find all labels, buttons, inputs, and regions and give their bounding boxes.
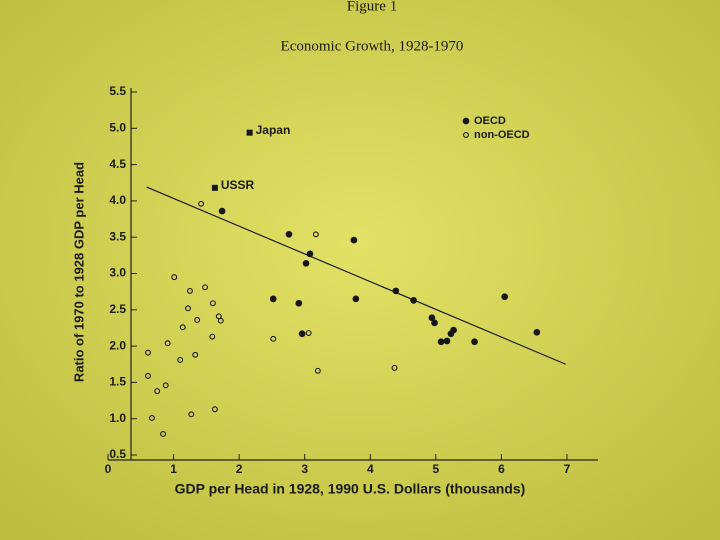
open-point xyxy=(187,287,193,294)
annotation-marker xyxy=(211,184,218,191)
open-point xyxy=(154,388,161,395)
x-tick-label: 3 xyxy=(301,462,308,476)
point xyxy=(431,319,438,327)
x-tick-label: 2 xyxy=(236,462,243,476)
open-point xyxy=(162,382,169,389)
open-point xyxy=(198,200,205,207)
open-point xyxy=(209,333,216,340)
x-tick-label: 1 xyxy=(170,462,177,476)
point xyxy=(269,295,277,303)
open-point xyxy=(145,349,151,356)
open-point xyxy=(179,324,186,331)
y-tick-label: 3.5 xyxy=(109,229,126,243)
y-tick-label: 3.0 xyxy=(109,266,126,280)
point xyxy=(533,328,541,336)
open-point xyxy=(270,335,277,342)
open-point xyxy=(312,231,319,238)
open-point xyxy=(305,330,312,336)
open-point xyxy=(192,351,199,358)
open-point xyxy=(314,367,321,374)
point xyxy=(501,293,509,301)
open-point xyxy=(194,317,201,323)
y-tick-label: 4.5 xyxy=(109,157,126,171)
y-tick-label: 0.5 xyxy=(109,447,126,461)
open-point xyxy=(188,411,195,418)
point xyxy=(298,330,306,338)
y-tick-label: 2.0 xyxy=(109,338,126,352)
legend-marker xyxy=(463,132,469,138)
point xyxy=(428,314,436,322)
open-point xyxy=(217,317,224,324)
y-tick-label: 5.0 xyxy=(109,120,126,134)
open-point xyxy=(391,364,398,371)
open-point xyxy=(160,430,167,437)
point xyxy=(218,207,226,215)
open-point xyxy=(202,284,208,291)
open-point xyxy=(145,372,151,379)
point xyxy=(350,236,358,244)
point xyxy=(285,230,293,238)
x-tick-label: 5 xyxy=(433,462,440,476)
point xyxy=(450,326,457,334)
open-point xyxy=(164,340,171,347)
x-tick-label: 7 xyxy=(564,462,571,476)
legend-marker xyxy=(462,117,470,125)
open-point xyxy=(209,300,216,307)
point xyxy=(302,259,310,267)
point xyxy=(471,338,478,346)
open-point xyxy=(185,305,191,312)
annotation-marker xyxy=(246,129,253,136)
x-tick-label: 0 xyxy=(105,462,112,476)
open-point xyxy=(211,406,218,413)
annotation: USSR xyxy=(221,178,255,192)
point xyxy=(352,295,360,303)
y-tick-label: 5.5 xyxy=(109,84,126,98)
open-point xyxy=(148,415,155,421)
point xyxy=(437,338,445,346)
chart-title: Figure 1 xyxy=(347,0,397,14)
point xyxy=(295,299,303,307)
x-tick-label: 6 xyxy=(498,462,505,476)
x-axis-label: GDP per Head in 1928, 1990 U.S. Dollars … xyxy=(175,481,526,497)
chart-subtitle: Economic Growth, 1928-1970 xyxy=(281,38,464,54)
y-axis-label: Ratio of 1970 to 1928 GDP per Head xyxy=(71,162,86,382)
legend-label: OECD xyxy=(474,115,506,127)
legend-label: non-OECD xyxy=(474,129,530,141)
x-tick-label: 4 xyxy=(367,462,374,476)
y-tick-label: 1.5 xyxy=(109,375,126,389)
y-tick-label: 1.0 xyxy=(109,411,126,425)
open-point xyxy=(177,356,184,363)
open-point xyxy=(171,274,178,281)
annotation: Japan xyxy=(256,123,291,137)
y-tick-label: 2.5 xyxy=(109,302,126,316)
y-tick-label: 4.0 xyxy=(109,193,126,207)
point xyxy=(443,337,451,345)
trend-line xyxy=(146,186,566,365)
